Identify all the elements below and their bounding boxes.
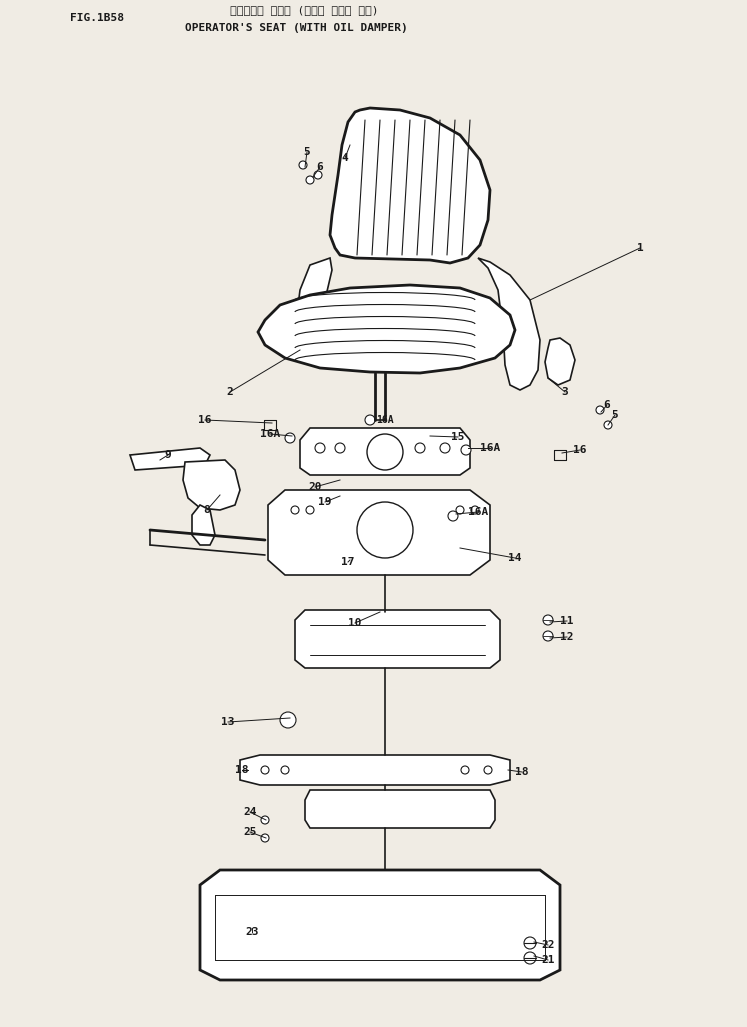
Circle shape [448,511,458,521]
Text: 25: 25 [244,827,257,837]
Text: 1: 1 [636,243,643,253]
Circle shape [456,506,464,514]
Circle shape [314,172,322,179]
Text: 21: 21 [542,955,555,965]
Polygon shape [258,286,515,373]
Text: 4: 4 [341,153,348,163]
Text: 6: 6 [604,400,610,410]
Circle shape [484,766,492,774]
Text: OPERATOR'S SEAT (WITH OIL DAMPER): OPERATOR'S SEAT (WITH OIL DAMPER) [185,23,408,33]
Circle shape [261,816,269,824]
Text: 20: 20 [309,482,322,492]
Circle shape [604,421,612,429]
Text: 13: 13 [221,717,235,727]
Circle shape [440,443,450,453]
Polygon shape [192,505,215,545]
Polygon shape [200,870,560,980]
Circle shape [471,506,479,514]
Text: 22: 22 [542,940,555,950]
Circle shape [335,443,345,453]
Text: 3: 3 [562,387,568,397]
Circle shape [543,615,553,625]
Polygon shape [268,490,490,575]
Circle shape [285,433,295,443]
Text: 18: 18 [235,765,249,775]
Text: 16A: 16A [376,415,394,425]
Circle shape [299,161,307,169]
Text: 16A: 16A [260,429,280,439]
Circle shape [365,415,375,425]
Text: 18: 18 [515,767,529,777]
Circle shape [367,434,403,470]
Polygon shape [295,258,332,362]
Circle shape [291,506,299,514]
Text: 9: 9 [164,450,171,460]
Text: 16: 16 [573,445,586,455]
Circle shape [281,766,289,774]
Polygon shape [478,258,540,390]
Polygon shape [545,338,575,385]
Polygon shape [130,448,210,470]
Text: 11: 11 [560,616,574,626]
Text: オペレータ シート (オイル ダンパ サキ): オペレータ シート (オイル ダンパ サキ) [230,5,379,15]
Text: 15: 15 [451,432,465,442]
Circle shape [306,176,314,184]
Text: 8: 8 [204,505,211,515]
Text: 12: 12 [560,632,574,642]
Text: 24: 24 [244,807,257,817]
Circle shape [357,502,413,558]
Text: 16: 16 [198,415,211,425]
Polygon shape [305,790,495,828]
Polygon shape [295,610,500,668]
Text: 16A: 16A [480,443,500,453]
Polygon shape [183,460,240,510]
Circle shape [306,506,314,514]
Text: 19: 19 [318,497,332,507]
Polygon shape [240,755,510,785]
Text: 16A: 16A [468,507,488,517]
Circle shape [524,937,536,949]
Circle shape [315,443,325,453]
Circle shape [461,445,471,455]
Text: 10: 10 [348,618,362,627]
Circle shape [280,712,296,728]
Text: 17: 17 [341,557,355,567]
Circle shape [461,766,469,774]
Text: FIG.1B58: FIG.1B58 [70,13,124,23]
Text: 6: 6 [317,162,323,172]
Circle shape [524,952,536,964]
Circle shape [596,406,604,414]
Text: 23: 23 [245,927,258,937]
Polygon shape [330,108,490,263]
Circle shape [261,766,269,774]
Circle shape [415,443,425,453]
Polygon shape [300,428,470,476]
Text: 5: 5 [612,410,619,420]
Circle shape [261,834,269,842]
Text: 14: 14 [508,553,521,563]
Text: 2: 2 [226,387,233,397]
Text: 5: 5 [303,147,310,157]
Circle shape [543,631,553,641]
